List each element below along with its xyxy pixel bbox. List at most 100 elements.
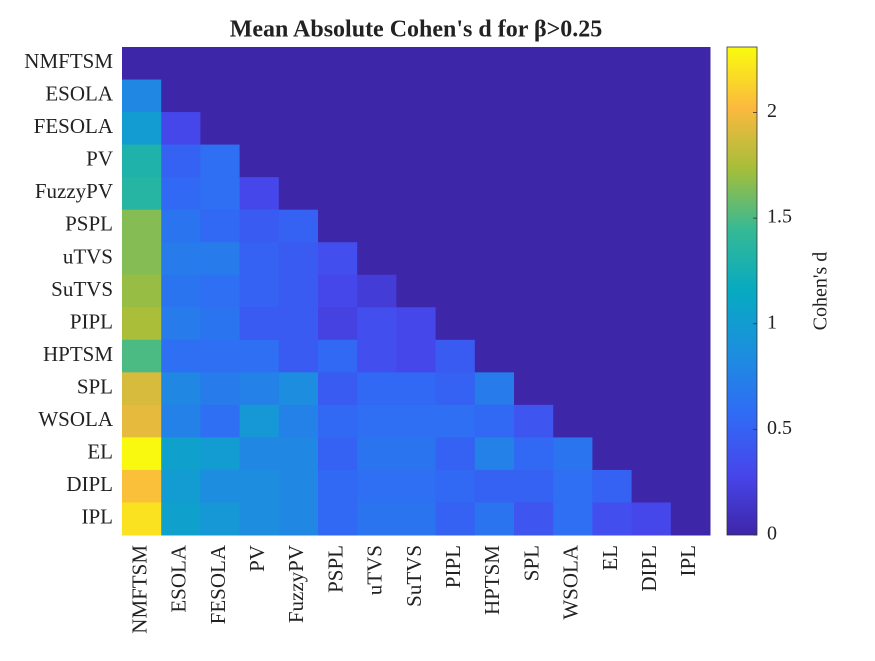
heatmap-cell: [435, 469, 476, 503]
heatmap-cell: [514, 404, 554, 438]
heatmap-cell: [474, 112, 515, 146]
x-tick-label: PIPL: [441, 545, 465, 588]
heatmap-cell: [161, 307, 201, 341]
heatmap-cell: [631, 404, 672, 438]
heatmap-cell: [514, 339, 554, 373]
heatmap-cell: [161, 437, 201, 471]
heatmap-cell: [161, 372, 201, 406]
heatmap-cell: [239, 372, 280, 406]
heatmap-cell: [670, 274, 711, 308]
heatmap-cell: [122, 177, 162, 211]
heatmap-cell: [239, 404, 280, 438]
x-tick-label: ESOLA: [167, 544, 191, 613]
heatmap-cell: [318, 502, 358, 536]
heatmap-cell: [553, 242, 593, 276]
heatmap-cell: [631, 177, 672, 211]
heatmap-cell: [122, 502, 162, 536]
heatmap-cell: [278, 307, 319, 341]
heatmap-cell: [592, 372, 633, 406]
heatmap-cell: [239, 437, 280, 471]
heatmap-cell: [670, 372, 711, 406]
heatmap-cell: [200, 242, 241, 276]
heatmap-cell: [200, 112, 241, 146]
heatmap-cell: [122, 242, 162, 276]
heatmap-cell: [631, 469, 672, 503]
heatmap-cell: [122, 404, 162, 438]
heatmap-cell: [200, 274, 241, 308]
x-tick-label: FuzzyPV: [284, 545, 308, 623]
heatmap-cell: [474, 79, 515, 113]
heatmap-cell: [122, 209, 162, 243]
heatmap-cell: [396, 274, 437, 308]
heatmap-cell: [318, 112, 358, 146]
heatmap-cell: [670, 437, 711, 471]
heatmap-cell: [435, 144, 476, 178]
heatmap-cell: [553, 372, 593, 406]
heatmap-cell: [396, 437, 437, 471]
heatmap-cell: [396, 372, 437, 406]
heatmap-cell: [278, 404, 319, 438]
heatmap-cell: [631, 372, 672, 406]
heatmap-cell: [318, 177, 358, 211]
heatmap-cell: [278, 144, 319, 178]
heatmap-cell: [631, 47, 672, 81]
heatmap-cell: [318, 79, 358, 113]
heatmap-cell: [278, 47, 319, 81]
heatmap-cell: [357, 112, 397, 146]
heatmap-cell: [278, 177, 319, 211]
heatmap-cell: [474, 242, 515, 276]
heatmap-cell: [670, 79, 711, 113]
heatmap-cell: [670, 404, 711, 438]
heatmap-cell: [514, 242, 554, 276]
heatmap-cell: [474, 502, 515, 536]
heatmap-cell: [122, 307, 162, 341]
heatmap-cell: [122, 372, 162, 406]
heatmap-cell: [357, 144, 397, 178]
y-tick-label: FuzzyPV: [35, 179, 113, 203]
heatmap-cell: [239, 274, 280, 308]
heatmap-cell: [435, 437, 476, 471]
heatmap-cell: [553, 112, 593, 146]
heatmap-cell: [318, 209, 358, 243]
heatmap-cell: [474, 144, 515, 178]
heatmap-cell: [631, 242, 672, 276]
heatmap-cell: [122, 469, 162, 503]
x-tick-label: uTVS: [363, 545, 387, 595]
heatmap-cell: [122, 144, 162, 178]
heatmap-cell: [631, 209, 672, 243]
heatmap-cell: [161, 274, 201, 308]
x-tick-label: PSPL: [323, 545, 347, 593]
heatmap-cell: [670, 209, 711, 243]
colorbar-tick-label: 2: [767, 100, 777, 122]
heatmap-cell: [474, 47, 515, 81]
heatmap-cell: [474, 177, 515, 211]
heatmap-cell: [357, 307, 397, 341]
heatmap-cell: [200, 79, 241, 113]
heatmap-cell: [122, 79, 162, 113]
heatmap-cell: [435, 372, 476, 406]
heatmap-cell: [357, 502, 397, 536]
heatmap-cell: [670, 307, 711, 341]
heatmap-cell: [278, 274, 319, 308]
heatmap-cell: [553, 469, 593, 503]
heatmap-cell: [474, 469, 515, 503]
heatmap-cell: [670, 242, 711, 276]
y-tick-label: PSPL: [65, 212, 113, 236]
heatmap-cell: [239, 469, 280, 503]
chart-title: Mean Absolute Cohen's d for β>0.25: [230, 17, 603, 43]
heatmap-cell: [553, 47, 593, 81]
heatmap-cell: [122, 112, 162, 146]
heatmap-cell: [592, 47, 633, 81]
heatmap-cell: [318, 242, 358, 276]
x-tick-label: FESOLA: [206, 544, 230, 624]
heatmap-cell: [514, 469, 554, 503]
heatmap-cell: [592, 79, 633, 113]
x-tick-label: NMFTSM: [127, 545, 151, 634]
heatmap-cell: [474, 372, 515, 406]
heatmap-cell: [670, 502, 711, 536]
heatmap-cell: [514, 437, 554, 471]
heatmap-cell: [396, 177, 437, 211]
heatmap-cell: [278, 79, 319, 113]
heatmap-cell: [239, 209, 280, 243]
heatmap-cell: [396, 47, 437, 81]
